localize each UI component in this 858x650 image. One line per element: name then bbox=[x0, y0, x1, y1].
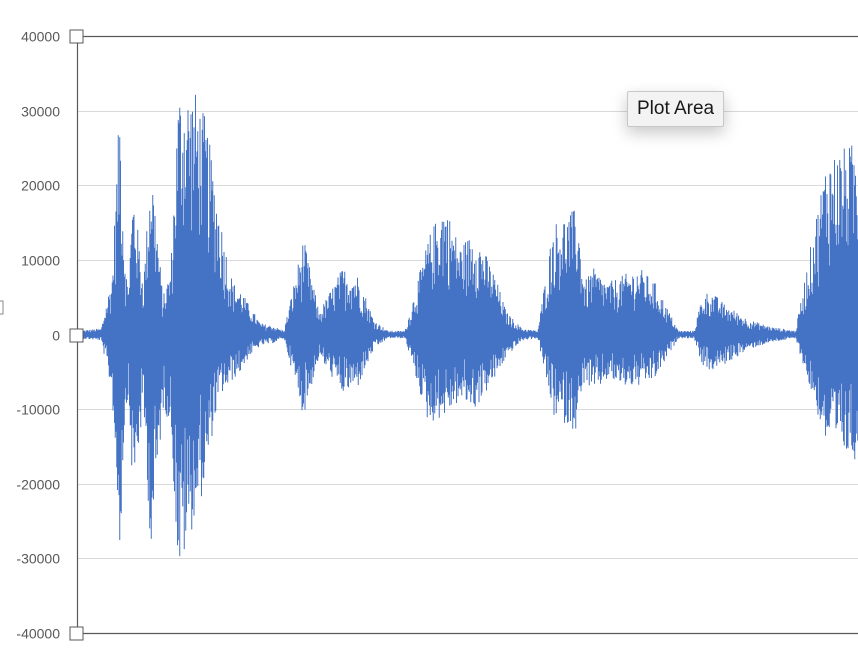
y-tick-label: 20000 bbox=[21, 178, 60, 194]
selection-handles[interactable] bbox=[0, 29, 84, 641]
y-tick-label: 10000 bbox=[21, 253, 60, 269]
handle-middle-left[interactable] bbox=[69, 328, 84, 343]
y-tick-label: -10000 bbox=[16, 402, 60, 418]
series-waveform[interactable] bbox=[82, 94, 858, 557]
waveform-trace[interactable] bbox=[82, 94, 858, 557]
handle-bottom-left[interactable] bbox=[69, 626, 84, 641]
handle-chart-area-left[interactable] bbox=[0, 300, 4, 315]
y-tick-label: -30000 bbox=[16, 551, 60, 567]
plot-area-tooltip: Plot Area bbox=[627, 91, 725, 127]
y-tick-label: -20000 bbox=[16, 477, 60, 493]
y-tick-label: 40000 bbox=[21, 29, 60, 45]
y-tick-label: -40000 bbox=[16, 626, 60, 642]
handle-top-left[interactable] bbox=[69, 29, 84, 44]
y-axis-tick-labels: 40000 30000 20000 10000 0 -10000 -20000 -30000 -… bbox=[16, 29, 60, 642]
y-tick-label: 30000 bbox=[21, 104, 60, 120]
y-tick-label: 0 bbox=[52, 328, 60, 344]
